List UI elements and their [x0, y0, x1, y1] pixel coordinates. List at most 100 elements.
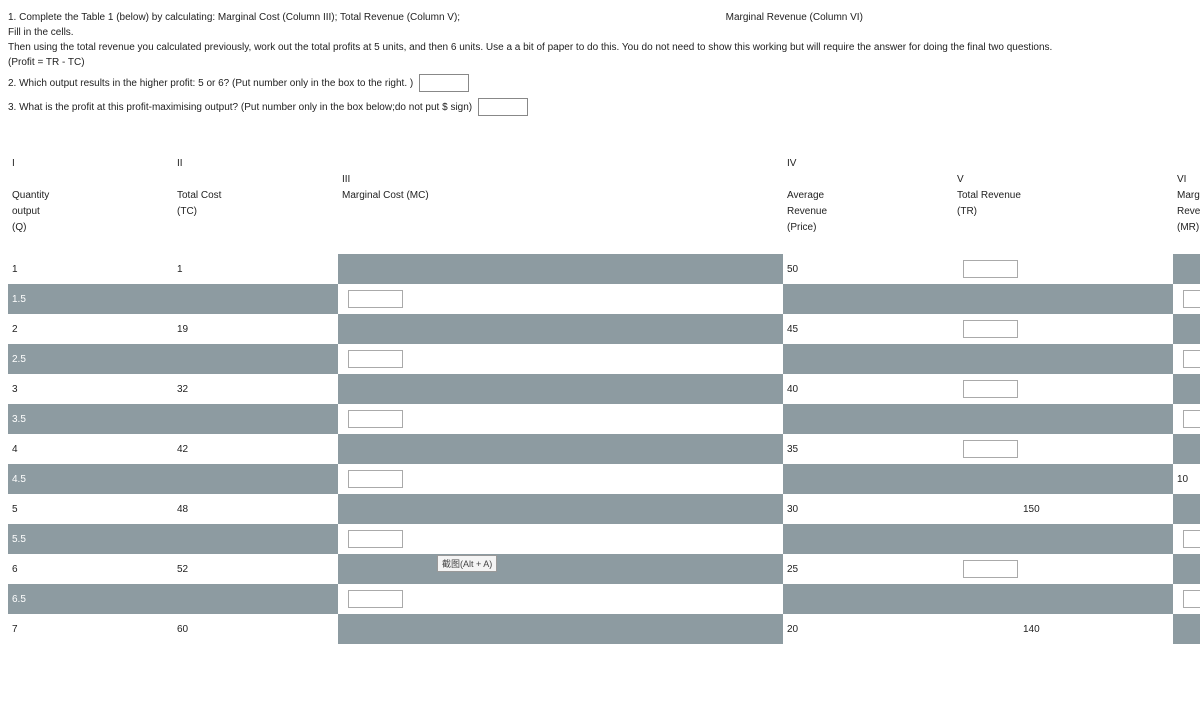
col-2-header: II Total Cost (TC)	[173, 144, 338, 254]
question-3-input[interactable]	[478, 98, 528, 116]
total-revenue-cell	[953, 554, 1173, 584]
total-revenue-input[interactable]	[963, 560, 1018, 578]
average-revenue-cell	[783, 464, 953, 494]
average-revenue-cell	[783, 584, 953, 614]
question-3-text: 3. What is the profit at this profit-max…	[8, 102, 472, 113]
marginal-revenue-cell	[1173, 284, 1200, 314]
average-revenue-cell	[783, 404, 953, 434]
quantity-cell: 4	[8, 434, 173, 464]
marginal-cost-cell	[338, 374, 783, 404]
marginal-revenue-cell: 10	[1173, 464, 1200, 494]
col-6-l1: Marginal Revenue	[1177, 188, 1200, 220]
total-cost-cell: 52截图(Alt + A)	[173, 554, 338, 584]
total-revenue-input[interactable]	[963, 260, 1018, 278]
marginal-revenue-input[interactable]	[1183, 530, 1200, 548]
marginal-cost-cell	[338, 584, 783, 614]
total-cost-cell: 1	[173, 254, 338, 284]
marginal-cost-cell	[338, 524, 783, 554]
marginal-revenue-input[interactable]	[1183, 290, 1200, 308]
marginal-revenue-input[interactable]	[1183, 590, 1200, 608]
average-revenue-cell	[783, 344, 953, 374]
total-revenue-cell	[953, 584, 1173, 614]
average-revenue-cell	[783, 284, 953, 314]
marginal-cost-input[interactable]	[348, 530, 403, 548]
col-4-l1: Average	[787, 188, 949, 204]
average-revenue-cell: 40	[783, 374, 953, 404]
marginal-cost-cell	[338, 284, 783, 314]
quantity-cell: 5	[8, 494, 173, 524]
total-revenue-cell: 150	[953, 494, 1173, 524]
average-revenue-cell: 20	[783, 614, 953, 644]
total-cost-cell	[173, 524, 338, 554]
col-1-l3: (Q)	[12, 220, 169, 236]
marginal-cost-input[interactable]	[348, 350, 403, 368]
question-2-text: 2. Which output results in the higher pr…	[8, 78, 413, 89]
average-revenue-cell	[783, 524, 953, 554]
instr-line4: (Profit = TR - TC)	[8, 57, 1192, 68]
question-2-input[interactable]	[419, 74, 469, 92]
quantity-cell: 6.5	[8, 584, 173, 614]
col-5-l2: (TR)	[957, 204, 1169, 220]
marginal-revenue-cell	[1173, 344, 1200, 374]
col-1-roman: I	[12, 156, 169, 172]
total-revenue-cell: 140	[953, 614, 1173, 644]
average-revenue-cell: 25	[783, 554, 953, 584]
quantity-cell: 6	[8, 554, 173, 584]
col-5-l1: Total Revenue	[957, 188, 1169, 204]
marginal-cost-input[interactable]	[348, 410, 403, 428]
total-cost-cell	[173, 464, 338, 494]
instr-line1a: 1. Complete the Table 1 (below) by calcu…	[8, 12, 460, 23]
col-3-roman: III	[342, 172, 779, 188]
total-cost-cell: 48	[173, 494, 338, 524]
marginal-revenue-cell	[1173, 254, 1200, 284]
instr-line2: Fill in the cells.	[8, 27, 1192, 38]
total-revenue-cell	[953, 434, 1173, 464]
col-3-l1: Marginal Cost (MC)	[342, 188, 779, 204]
quantity-cell: 3	[8, 374, 173, 404]
marginal-cost-cell	[338, 404, 783, 434]
marginal-cost-cell	[338, 464, 783, 494]
total-cost-cell: 32	[173, 374, 338, 404]
total-cost-cell	[173, 584, 338, 614]
total-revenue-input[interactable]	[963, 320, 1018, 338]
col-3-header: III Marginal Cost (MC)	[338, 144, 783, 254]
quantity-cell: 3.5	[8, 404, 173, 434]
quantity-cell: 5.5	[8, 524, 173, 554]
col-4-l3: (Price)	[787, 220, 949, 236]
total-revenue-cell	[953, 284, 1173, 314]
marginal-cost-cell	[338, 434, 783, 464]
marginal-revenue-input[interactable]	[1183, 350, 1200, 368]
cost-revenue-table: I Quantity output (Q) II Total Cost (TC)…	[8, 144, 1192, 644]
marginal-revenue-cell	[1173, 374, 1200, 404]
col-1-header: I Quantity output (Q)	[8, 144, 173, 254]
marginal-revenue-cell	[1173, 524, 1200, 554]
col-2-l1: Total Cost	[177, 188, 334, 204]
col-4-l2: Revenue	[787, 204, 949, 220]
total-revenue-cell	[953, 524, 1173, 554]
col-6-header: VI Marginal Revenue (MR)	[1173, 144, 1200, 254]
instr-line3: Then using the total revenue you calcula…	[8, 42, 1192, 53]
quantity-cell: 4.5	[8, 464, 173, 494]
total-revenue-cell	[953, 314, 1173, 344]
marginal-revenue-cell	[1173, 494, 1200, 524]
total-cost-cell: 42	[173, 434, 338, 464]
marginal-revenue-input[interactable]	[1183, 410, 1200, 428]
quantity-cell: 1.5	[8, 284, 173, 314]
marginal-revenue-cell	[1173, 554, 1200, 584]
marginal-cost-input[interactable]	[348, 470, 403, 488]
marginal-cost-input[interactable]	[348, 290, 403, 308]
col-4-roman: IV	[787, 156, 949, 172]
col-1-l2: output	[12, 204, 169, 220]
marginal-cost-input[interactable]	[348, 590, 403, 608]
marginal-cost-cell	[338, 344, 783, 374]
col-2-l2: (TC)	[177, 204, 334, 220]
marginal-revenue-cell	[1173, 614, 1200, 644]
total-revenue-input[interactable]	[963, 380, 1018, 398]
instructions-block: 1. Complete the Table 1 (below) by calcu…	[8, 12, 1192, 116]
quantity-cell: 1	[8, 254, 173, 284]
marginal-cost-cell	[338, 254, 783, 284]
screenshot-hint-label: 截图(Alt + A)	[437, 555, 497, 572]
average-revenue-cell: 30	[783, 494, 953, 524]
col-6-roman: VI	[1177, 172, 1200, 188]
total-revenue-input[interactable]	[963, 440, 1018, 458]
